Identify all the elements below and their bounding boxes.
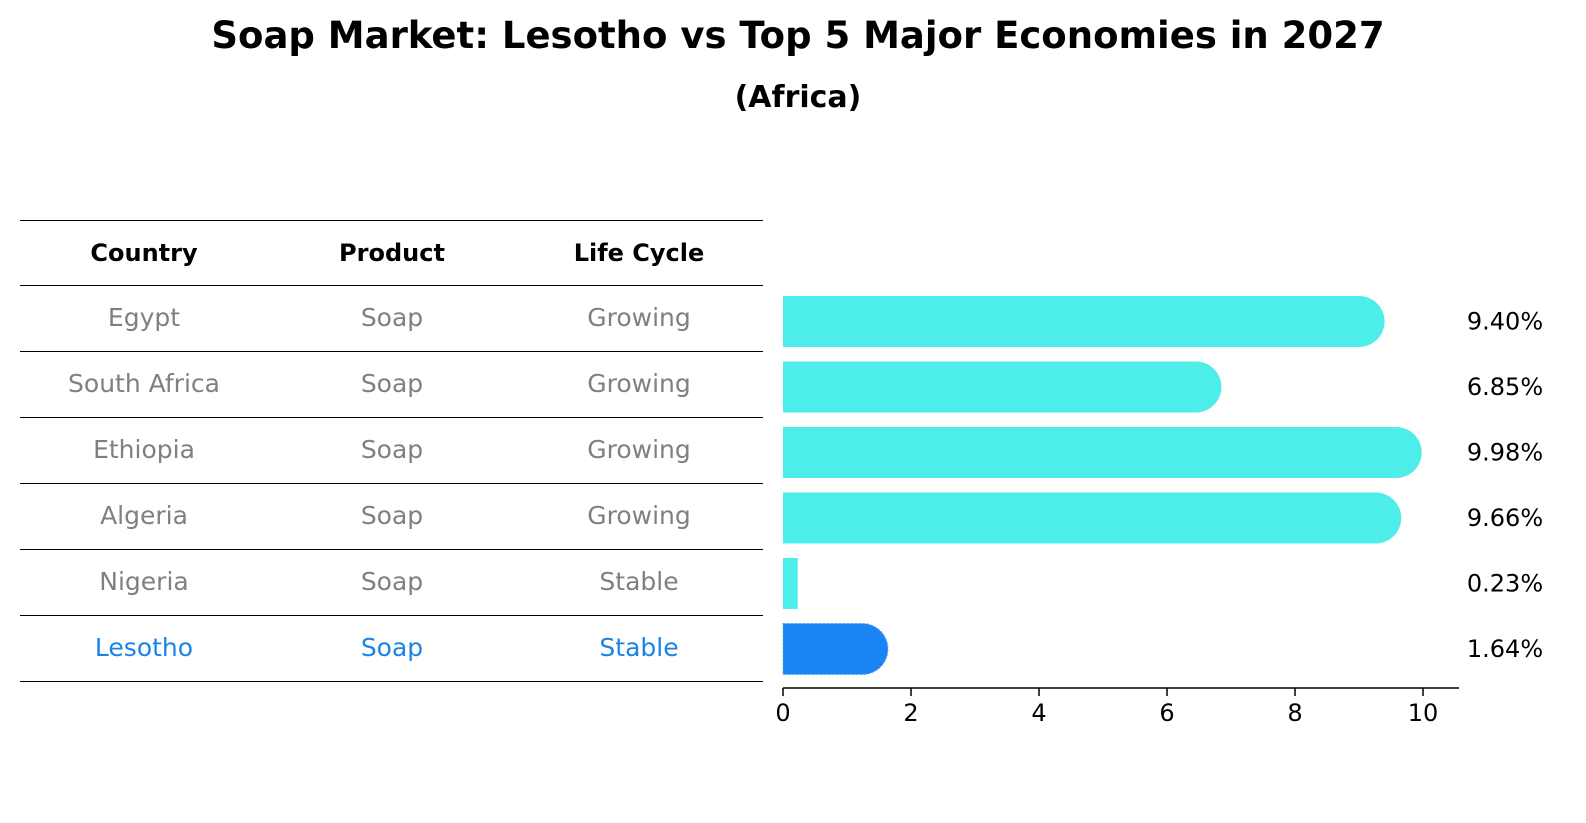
data-table: Country Product Life Cycle Egypt Soap Gr…: [20, 220, 763, 682]
product-cell: Soap: [360, 435, 424, 464]
value-label: 6.85%: [1467, 373, 1543, 401]
life-cycle-cell: Stable: [599, 567, 679, 596]
x-tick-label: 8: [1287, 699, 1302, 727]
x-tick-label: 4: [1031, 699, 1046, 727]
life-cycle-cell: Growing: [587, 369, 691, 398]
country-cell: Lesotho: [94, 633, 194, 662]
product-cell: Soap: [360, 633, 424, 662]
x-tick-label: 10: [1408, 699, 1439, 727]
country-cell: Nigeria: [99, 567, 189, 596]
bar: [783, 296, 1385, 347]
chart-title: Soap Market: Lesotho vs Top 5 Major Econ…: [211, 14, 1385, 57]
life-cycle-cell: Stable: [599, 633, 679, 662]
table-header-row: Country Product Life Cycle: [20, 220, 763, 286]
value-label: 1.64%: [1467, 635, 1543, 663]
table-row: Egypt Soap Growing: [20, 286, 763, 352]
country-cell: Algeria: [100, 501, 188, 530]
life-cycle-cell: Growing: [587, 501, 691, 530]
product-cell: Soap: [360, 303, 424, 332]
value-label: 9.40%: [1467, 308, 1543, 336]
x-tick-label: 0: [775, 699, 790, 727]
bar: [783, 558, 798, 609]
table-row: South Africa Soap Growing: [20, 352, 763, 418]
header-country: Country: [90, 239, 198, 267]
table-row: Nigeria Soap Stable: [20, 550, 763, 616]
life-cycle-cell: Growing: [587, 303, 691, 332]
x-tick-label: 6: [1159, 699, 1174, 727]
bar: [783, 492, 1402, 544]
value-label: 9.98%: [1467, 439, 1543, 467]
country-cell: Egypt: [107, 303, 181, 332]
chart-subtitle: (Africa): [734, 80, 862, 115]
product-cell: Soap: [360, 567, 424, 596]
table-row-highlight: Lesotho Soap Stable: [20, 616, 763, 682]
bar: [782, 623, 889, 675]
product-cell: Soap: [360, 501, 424, 530]
table-row: Ethiopia Soap Growing: [20, 418, 763, 484]
bar: [783, 361, 1222, 413]
bar: [783, 427, 1422, 478]
value-label: 9.66%: [1467, 504, 1543, 532]
header-life-cycle: Life Cycle: [573, 239, 705, 267]
product-cell: Soap: [360, 369, 424, 398]
value-label: 0.23%: [1467, 570, 1543, 598]
table-row: Algeria Soap Growing: [20, 484, 763, 550]
header-product: Product: [339, 239, 445, 267]
x-tick-label: 2: [903, 699, 918, 727]
country-cell: Ethiopia: [93, 435, 195, 464]
life-cycle-cell: Growing: [587, 435, 691, 464]
country-cell: South Africa: [68, 369, 220, 398]
